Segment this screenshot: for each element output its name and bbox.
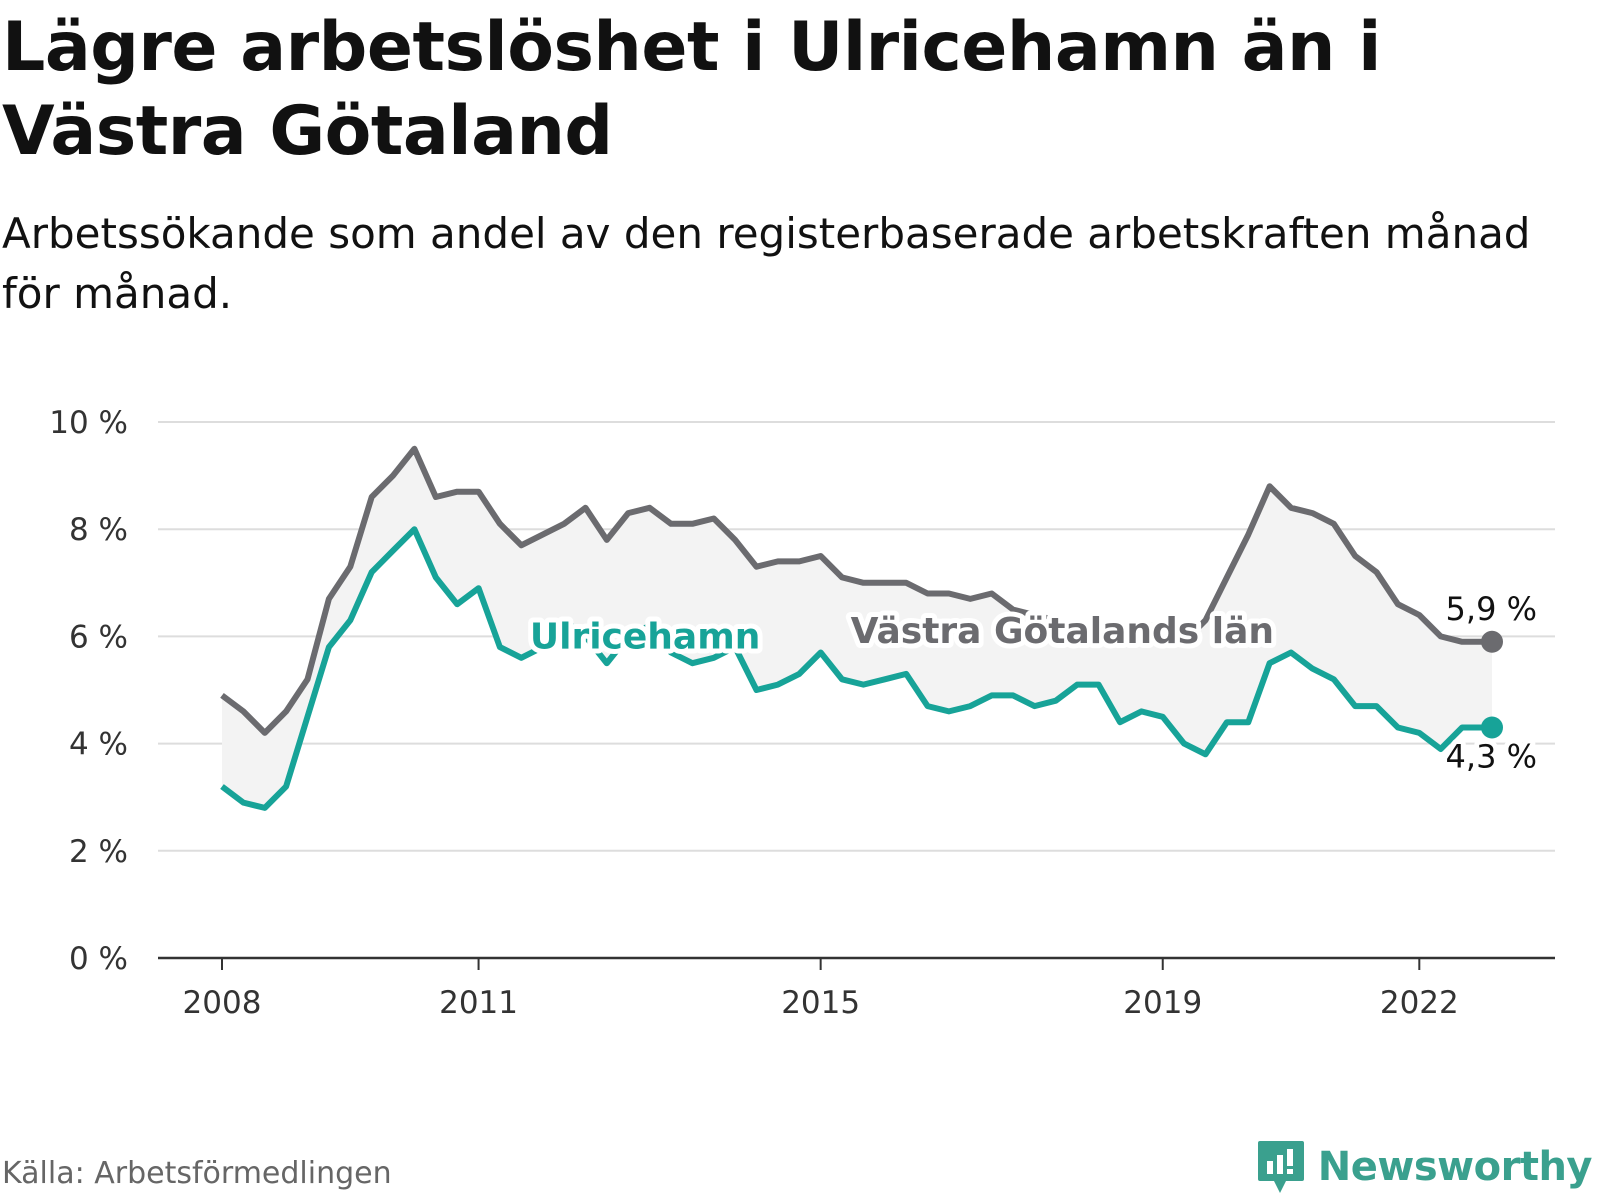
y-tick-label: 10 %	[49, 405, 128, 441]
endpoint-ulricehamn	[1481, 716, 1503, 739]
y-tick-label: 8 %	[69, 512, 128, 548]
y-tick-label: 6 %	[69, 619, 128, 655]
brand-logo: Newsworthy	[1256, 1140, 1593, 1194]
end-value-ulricehamn-halo: 4,3 %	[1446, 738, 1537, 776]
newsworthy-logo-icon	[1257, 1141, 1304, 1193]
series-label-vastra-gotalands-lan: Västra Götalands län	[851, 611, 1274, 652]
end-value-ulricehamn: 4,3 %	[1446, 738, 1537, 776]
x-tick-label: 2011	[439, 985, 518, 1021]
y-axis-ticks: 0 % 2 % 4 % 6 % 8 % 10 %	[49, 405, 128, 977]
chart-subtitle: Arbetssökande som andel av den registerb…	[2, 209, 1531, 318]
end-value-vastra-gotalands-lan-halo: 5,9 %	[1446, 590, 1537, 628]
chart-title: Lägre arbetslöshet i Ulricehamn än i Väs…	[2, 8, 1381, 171]
endpoint-vastra-gotalands-lan	[1481, 630, 1503, 653]
series-label-ulricehamn: Ulricehamn	[530, 616, 760, 657]
x-tick-label: 2019	[1123, 985, 1202, 1021]
brand-name: Newsworthy	[1317, 1144, 1593, 1190]
series-label-ulricehamn-halo: Ulricehamn	[530, 616, 760, 657]
series-line-vastra-gotalands-lan	[220, 445, 1492, 736]
x-axis-ticks: 2008 2011 2015 2019 2022	[183, 958, 1459, 1021]
series-label-vastra-gotalands-lan-halo: Västra Götalands län	[851, 611, 1274, 652]
x-tick-label: 2022	[1380, 985, 1459, 1021]
x-tick-label: 2008	[183, 985, 262, 1021]
y-tick-label: 4 %	[69, 727, 128, 763]
y-tick-label: 2 %	[69, 834, 128, 870]
y-tick-label: 0 %	[69, 941, 128, 977]
end-value-vastra-gotalands-lan: 5,9 %	[1446, 590, 1537, 628]
source-note: Källa: Arbetsförmedlingen	[2, 1156, 392, 1191]
series-line-ulricehamn	[220, 526, 1492, 811]
series-lines	[220, 445, 1503, 811]
x-tick-label: 2015	[781, 985, 860, 1021]
